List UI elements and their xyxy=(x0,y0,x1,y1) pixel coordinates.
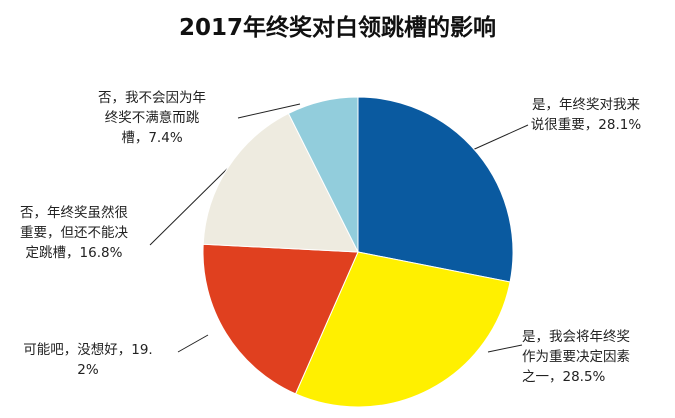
slice-label: 否，年终奖虽然很重要，但还不能决定跳槽，16.8% xyxy=(18,203,130,263)
pie-slice xyxy=(202,112,359,253)
leader-line xyxy=(177,334,209,353)
slice-label: 可能吧，没想好，19.2% xyxy=(22,340,154,380)
leader-line xyxy=(487,344,523,353)
pie-slice xyxy=(202,243,359,395)
value-label: 7.4% xyxy=(148,130,183,146)
category-label: 否，我不会因为年终奖不满意而跳槽， xyxy=(98,90,206,146)
slice-label: 是，我会将年终奖作为重要决定因素之一，28.5% xyxy=(522,327,634,387)
category-label: 是，年终奖对我来说很重要， xyxy=(530,97,640,133)
chart-title: 2017年终奖对白领跳槽的影响 xyxy=(178,15,496,41)
leader-line xyxy=(467,124,529,153)
pie-slice xyxy=(287,96,359,253)
slice-label: 是，年终奖对我来说很重要，28.1% xyxy=(530,95,642,135)
category-label: 否，年终奖虽然很重要，但还不能决定跳槽， xyxy=(20,205,128,261)
value-label: 16.8% xyxy=(79,245,123,261)
leader-line xyxy=(149,167,229,246)
pie-slice xyxy=(294,251,511,408)
slice-label: 否，我不会因为年终奖不满意而跳槽，7.4% xyxy=(96,88,208,148)
category-label: 是，我会将年终奖作为重要决定因素之一， xyxy=(522,329,630,385)
category-label: 可能吧，没想好， xyxy=(23,342,132,358)
value-label: 28.1% xyxy=(598,117,642,133)
leader-line xyxy=(237,103,301,119)
value-label: 28.5% xyxy=(562,369,606,385)
value-label: 19.2% xyxy=(77,342,153,378)
pie-slice xyxy=(357,96,514,283)
leader-lines xyxy=(149,103,529,353)
